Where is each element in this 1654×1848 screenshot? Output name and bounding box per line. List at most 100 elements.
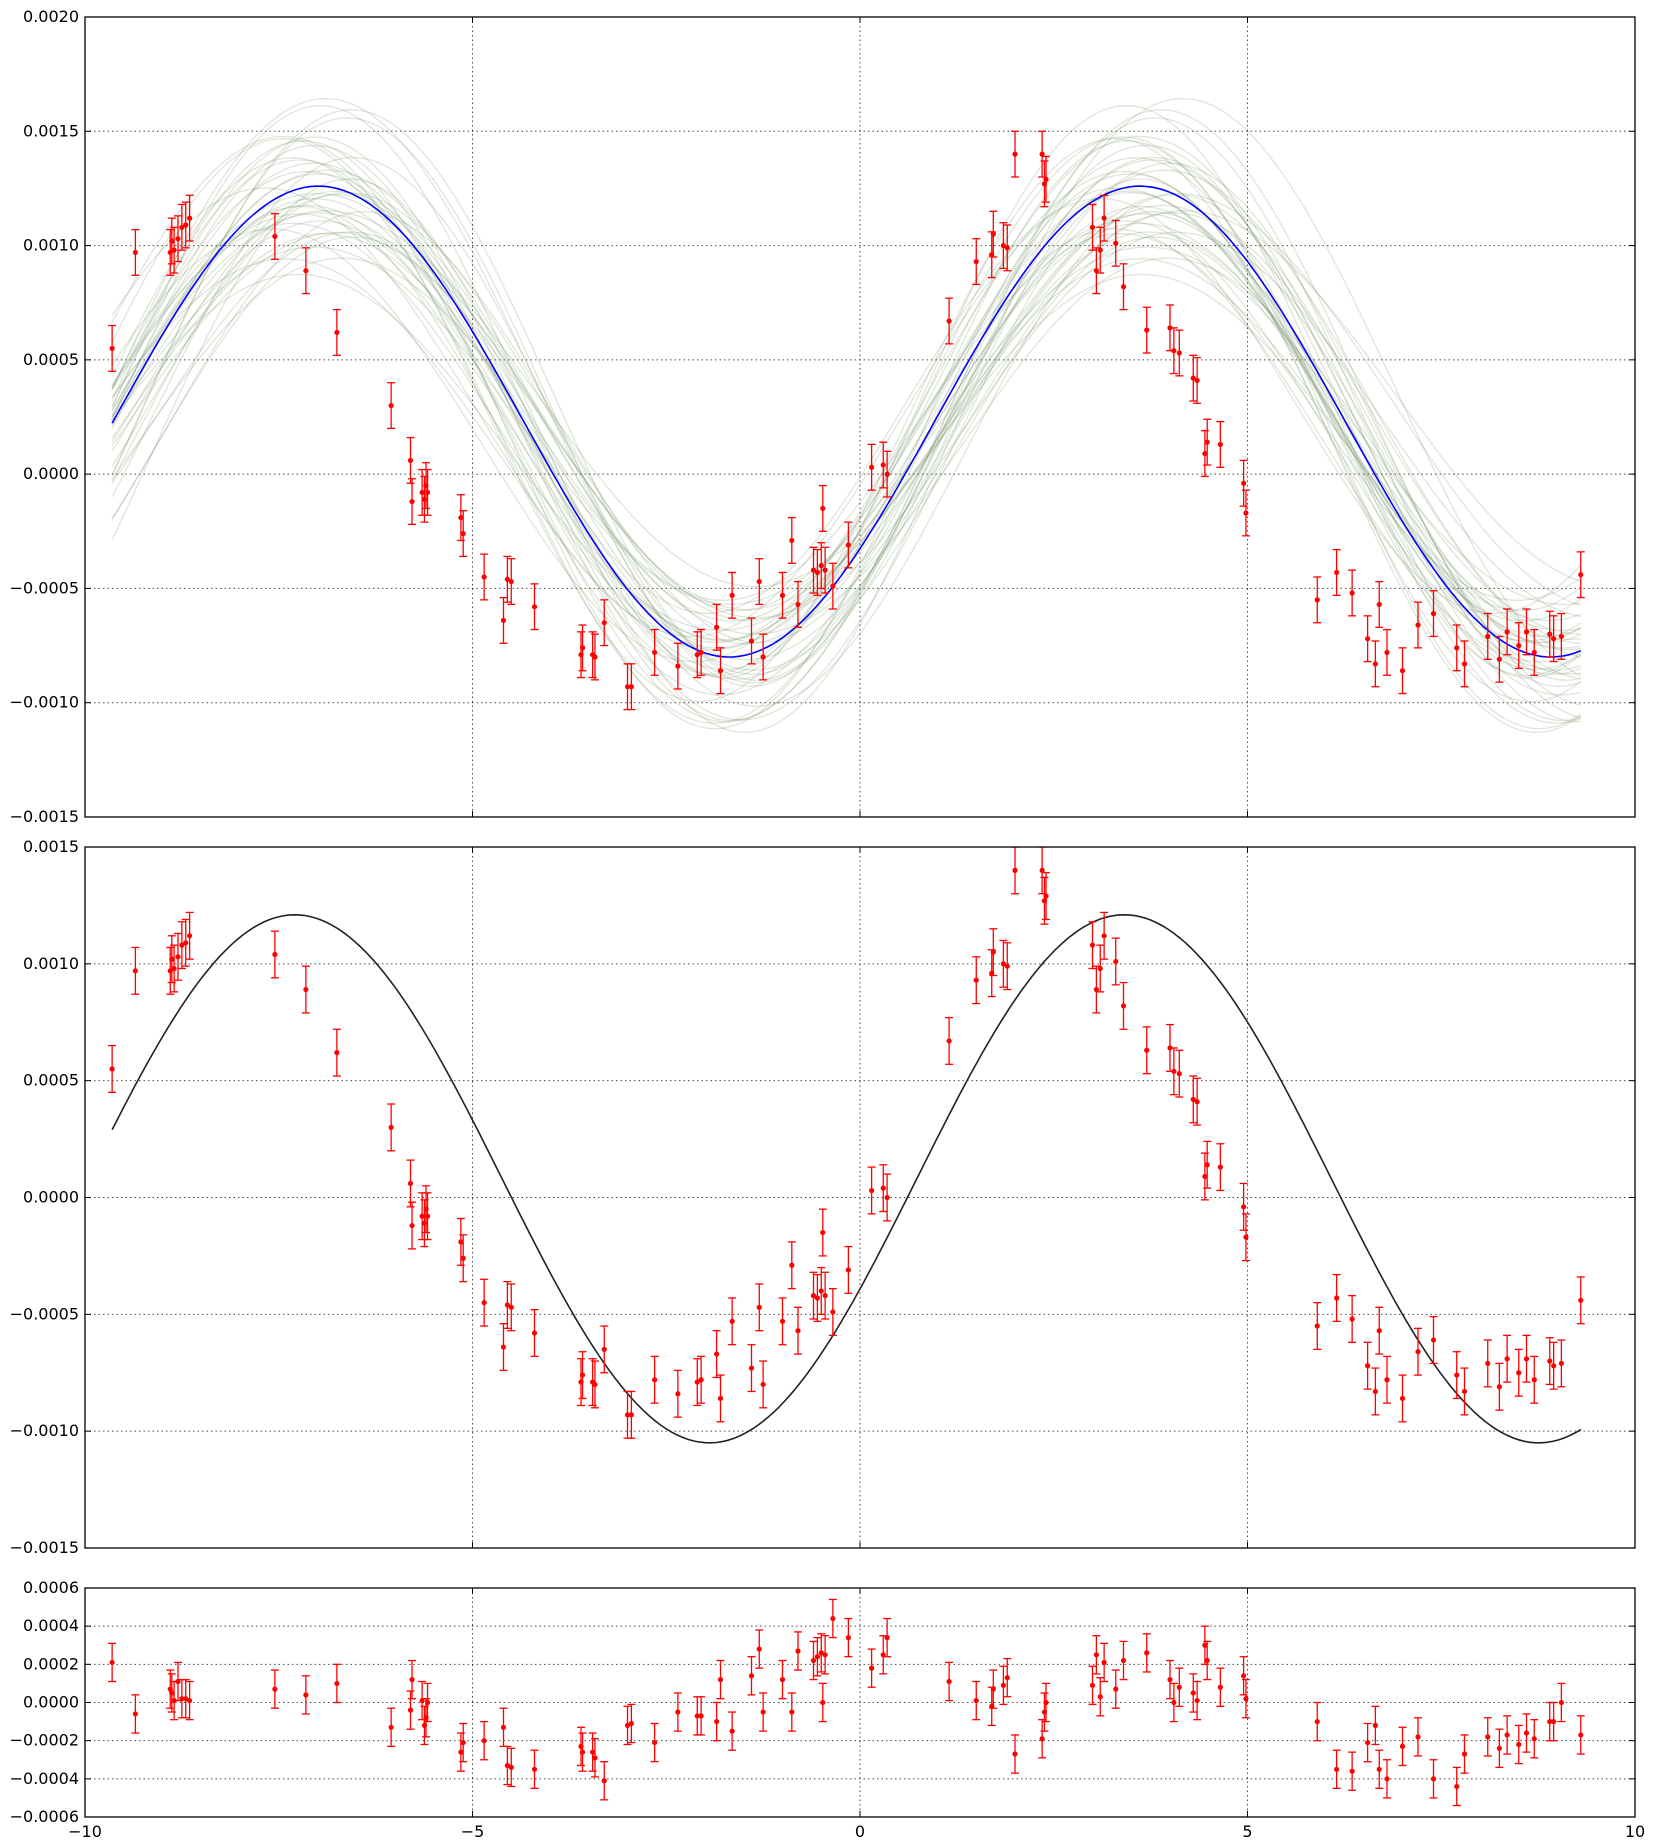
y-tick-label: −0.0006 [10, 1807, 79, 1826]
data-point [1371, 1367, 1380, 1416]
point-marker [1204, 439, 1210, 445]
y-tick-label: 0.0010 [23, 236, 79, 255]
sample-curve [111, 273, 1581, 631]
point-marker [1551, 1363, 1557, 1369]
point-marker [460, 1255, 466, 1261]
point-marker [388, 402, 394, 409]
sample-curve [111, 144, 1581, 722]
residual-point [1003, 1657, 1012, 1698]
point-marker [652, 1739, 658, 1746]
point-marker [1384, 649, 1390, 656]
residual-point [1142, 1633, 1151, 1673]
data-point [787, 516, 796, 564]
data-point [177, 203, 186, 251]
point-marker [1558, 1360, 1564, 1367]
point-marker [1202, 1642, 1208, 1648]
data-point [1100, 911, 1109, 960]
point-marker [1376, 1766, 1382, 1772]
data-point [809, 546, 818, 594]
point-marker [1461, 1388, 1468, 1395]
data-point [1398, 1374, 1407, 1423]
residual-point [1429, 1759, 1438, 1799]
y-tick-label: 0.0004 [23, 1616, 79, 1635]
sample-curve [111, 220, 1582, 642]
data-point [108, 1044, 117, 1093]
point-marker [810, 1293, 817, 1299]
data-point [728, 1297, 737, 1346]
point-marker [1430, 610, 1437, 617]
point-marker [675, 1709, 681, 1715]
point-marker [1144, 1650, 1150, 1656]
data-point [578, 624, 587, 672]
data-point [181, 918, 190, 967]
point-marker [500, 617, 507, 624]
point-marker [748, 1365, 755, 1371]
point-marker [1349, 1768, 1355, 1774]
data-point [1503, 1334, 1512, 1383]
point-marker [714, 624, 720, 630]
point-marker [1454, 1372, 1460, 1378]
data-point [828, 562, 837, 610]
residual-point [1038, 1719, 1047, 1759]
data-point [809, 1271, 818, 1320]
point-marker [1372, 661, 1378, 667]
point-marker [1190, 1690, 1196, 1696]
sample-curve [111, 190, 1582, 622]
residual-point [821, 1635, 830, 1675]
data-point [1348, 1294, 1357, 1344]
residual-point [131, 1694, 140, 1734]
sample-curve [111, 258, 1581, 651]
y-tick-label: 0.0020 [23, 7, 79, 26]
residual-point [423, 1682, 432, 1723]
data-point [1576, 551, 1585, 599]
data-point [1241, 489, 1250, 537]
data-point [650, 1355, 659, 1404]
y-tick-label: 0.0015 [23, 121, 79, 140]
point-marker [1194, 1697, 1200, 1704]
data-point [590, 633, 599, 681]
point-marker [1000, 1682, 1006, 1688]
residual-point [185, 1680, 194, 1721]
point-marker [1547, 631, 1553, 637]
point-marker [1496, 1384, 1502, 1390]
data-point [759, 633, 768, 681]
point-marker [1531, 1377, 1537, 1383]
sample-curve [111, 136, 1582, 677]
residual-point [1371, 1705, 1380, 1746]
sample-curve [111, 246, 1581, 605]
point-marker [1217, 441, 1223, 448]
point-marker [789, 1262, 795, 1268]
data-point [844, 521, 853, 569]
point-marker [1365, 1739, 1371, 1746]
data-point [1119, 981, 1128, 1030]
point-marker [132, 249, 138, 256]
point-marker [1039, 1736, 1045, 1742]
sample-curve [111, 257, 1581, 635]
point-marker [409, 1222, 415, 1229]
sample-curve [111, 233, 1582, 601]
x-tick-label: −5 [461, 1822, 485, 1841]
point-marker [714, 1718, 720, 1725]
data-point [712, 603, 721, 651]
residual-point [406, 1690, 415, 1730]
residual-point [813, 1636, 822, 1677]
residual-point [844, 1617, 853, 1658]
point-marker [990, 1686, 996, 1692]
y-tick-label: 0.0015 [23, 837, 79, 856]
point-marker [1120, 1657, 1127, 1664]
point-marker [624, 1412, 631, 1418]
data-point [1193, 356, 1202, 404]
data-point [1348, 569, 1357, 617]
data-point [1363, 1341, 1372, 1390]
point-marker [1461, 1751, 1468, 1757]
residual-point [1241, 1678, 1250, 1719]
residual-point [1332, 1749, 1341, 1790]
point-marker [1190, 1096, 1196, 1102]
residual-point [1193, 1680, 1202, 1721]
residual-point [1175, 1667, 1184, 1707]
data-point [1142, 306, 1151, 354]
point-marker [795, 601, 801, 608]
point-marker [1547, 1358, 1553, 1364]
residual-point [1383, 1759, 1391, 1799]
point-marker [1523, 629, 1530, 635]
